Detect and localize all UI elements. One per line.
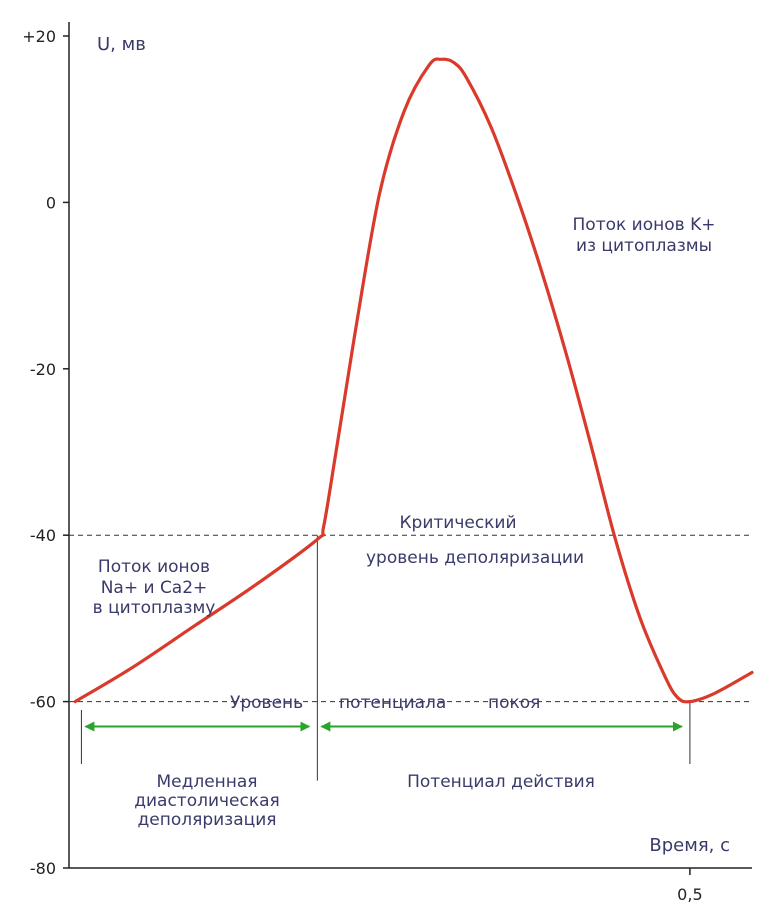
y-axis-label: U, мв [97, 34, 146, 55]
diastolic-range-label-line2: диастолическая [134, 791, 280, 811]
action-potential-range-label: Потенциал действия [407, 772, 595, 792]
resting-level-label-part3: покоя [488, 693, 540, 713]
k-flux-line1: Поток ионов K+ [573, 215, 716, 235]
na-ca-flux-line3: в цитоплазму [93, 598, 216, 618]
y-tick-label: -60 [30, 693, 56, 712]
resting-level-label-part1: Уровень [230, 693, 303, 713]
membrane-potential-line [73, 57, 754, 704]
x-ticks: 0,5 [677, 868, 703, 904]
diastolic-range-label-line1: Медленная [156, 772, 257, 792]
na-ca-flux-line2: Na+ и Ca2+ [101, 578, 208, 598]
y-tick-label: -20 [30, 360, 56, 379]
x-tick-label: 0,5 [677, 885, 702, 904]
na-ca-flux-line1: Поток ионов [98, 557, 210, 577]
critical-level-label-line2: уровень деполяризации [366, 548, 584, 568]
y-ticks: +20 0 -20 -40 -60 -80 [22, 27, 69, 878]
y-tick-label: -80 [30, 859, 56, 878]
y-tick-label: -40 [30, 526, 56, 545]
diastolic-range-label-line3: деполяризация [138, 810, 277, 830]
critical-level-label-line1: Критический [399, 513, 516, 533]
x-axis-label: Время, с [649, 835, 730, 856]
resting-level-label-part2: потенциала [339, 693, 446, 713]
y-tick-label: 0 [46, 193, 56, 212]
k-flux-line2: из цитоплазмы [576, 236, 712, 256]
y-tick-label: +20 [22, 27, 56, 46]
